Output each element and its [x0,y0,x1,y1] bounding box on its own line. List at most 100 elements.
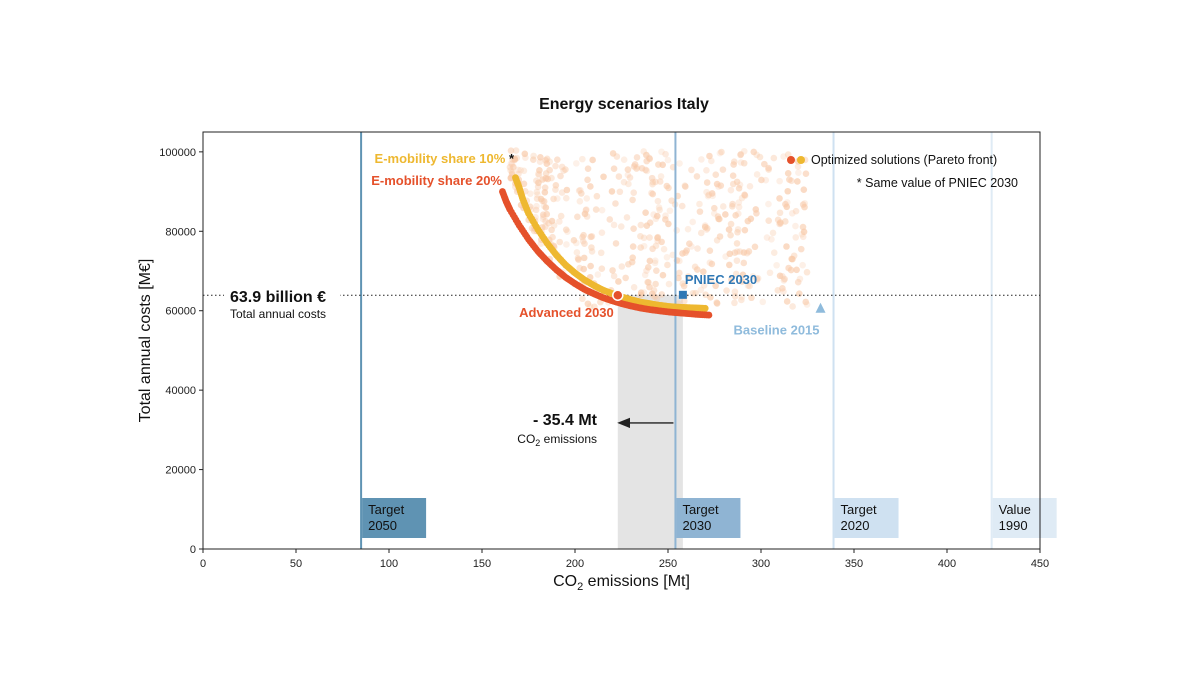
background-solution-point [575,256,582,263]
background-solution-point [745,248,753,255]
background-solution-point [741,226,749,234]
background-solution-point [730,161,737,168]
legend-dot-e10 [797,156,805,164]
background-solution-point [654,197,662,205]
background-solution-point [659,271,667,279]
background-solution-point [733,240,741,247]
pniec-2030-marker [678,290,687,299]
background-solution-point [520,167,528,175]
background-solution-point [763,234,771,241]
background-solution-point [736,181,744,189]
background-solution-point [588,244,595,251]
background-solution-point [737,150,745,158]
background-solution-point [587,262,594,270]
background-solution-point [658,148,665,156]
background-solution-point [692,289,699,297]
background-solution-point [799,233,807,241]
background-solution-point [696,200,703,208]
background-solution-point [584,300,592,308]
background-solution-point [711,204,718,212]
background-solution-point [732,212,739,219]
background-solution-point [594,271,602,278]
background-solution-point [655,204,663,211]
background-solution-point [642,209,649,216]
background-solution-point [716,149,724,157]
background-solution-point [512,147,520,154]
background-solution-point [633,154,641,161]
background-solution-point [646,257,654,265]
background-solution-point [649,190,657,198]
background-solution-point [612,240,620,247]
background-solution-point [626,174,634,181]
background-solution-point [737,151,744,159]
background-solution-point [633,163,641,171]
background-solution-point [581,240,588,247]
background-solution-point [708,260,716,268]
background-solution-point [580,265,588,273]
background-solution-point [637,244,645,251]
background-solution-point [796,290,803,298]
background-solution-point [581,210,589,218]
background-solution-point [548,226,555,234]
background-solution-point [735,185,743,192]
background-solution-point [662,150,669,158]
background-solution-point [741,191,748,199]
background-solution-point [625,180,632,188]
reference-cost-label: Total annual costs [230,307,326,321]
background-solution-point [697,229,705,237]
background-solution-point [731,292,739,300]
background-solution-point [646,219,654,227]
background-solution-point [753,276,761,284]
plot-frame [202,131,1041,550]
background-solution-point [789,303,796,310]
x-tick-label: 150 [473,558,491,570]
background-solution-point [556,218,563,225]
background-solution-point [646,234,653,241]
background-solution-point [746,282,753,290]
target-label: Target 2050 [368,502,405,533]
background-solution-point [706,247,714,254]
background-solution-point [784,187,792,195]
background-solution-point [534,191,541,199]
background-solution-point [668,197,675,204]
background-solution-point [598,206,606,214]
background-solution-point [714,213,722,220]
background-solution-point [792,234,800,241]
background-solution-point [630,284,638,291]
background-solution-point [722,253,729,260]
background-solution-point [649,245,656,253]
background-solution-point [708,276,715,284]
background-solution-point [735,199,743,206]
target-label: Value 1990 [999,502,1031,533]
background-solution-point [688,166,695,174]
background-solution-point [548,174,555,182]
reduction-value: - 35.4 Mt [533,412,598,429]
background-solution-point [744,282,752,289]
background-solution-point [782,218,789,225]
legend-note: * Same value of PNIEC 2030 [857,176,1018,190]
background-solution-point [610,165,618,172]
background-solution-point [643,267,650,274]
background-solution-point [770,249,778,257]
vline-layer: Target 2050 Target 2030 Target 2020 Value 1990 [360,132,1057,549]
background-solution-point [664,156,672,164]
shade-layer [617,295,683,549]
background-solution-point [686,240,693,248]
background-solution-point [676,257,683,265]
background-solution-point [788,255,795,263]
x-tick-label: 100 [380,558,398,570]
background-solution-point [643,157,651,165]
background-solution-point [768,235,775,243]
y-tick-label: 80000 [165,226,196,238]
background-solution-point [703,167,710,174]
background-solution-point [797,245,805,253]
background-solution-point [591,303,598,311]
background-solution-point [693,266,701,273]
background-solution-point [681,182,689,189]
background-solution-point [562,194,570,202]
background-solution-point [562,226,570,233]
background-solution-point [684,225,692,233]
background-solution-point [776,219,784,226]
advanced-2030-label: Advanced 2030 [519,305,614,320]
